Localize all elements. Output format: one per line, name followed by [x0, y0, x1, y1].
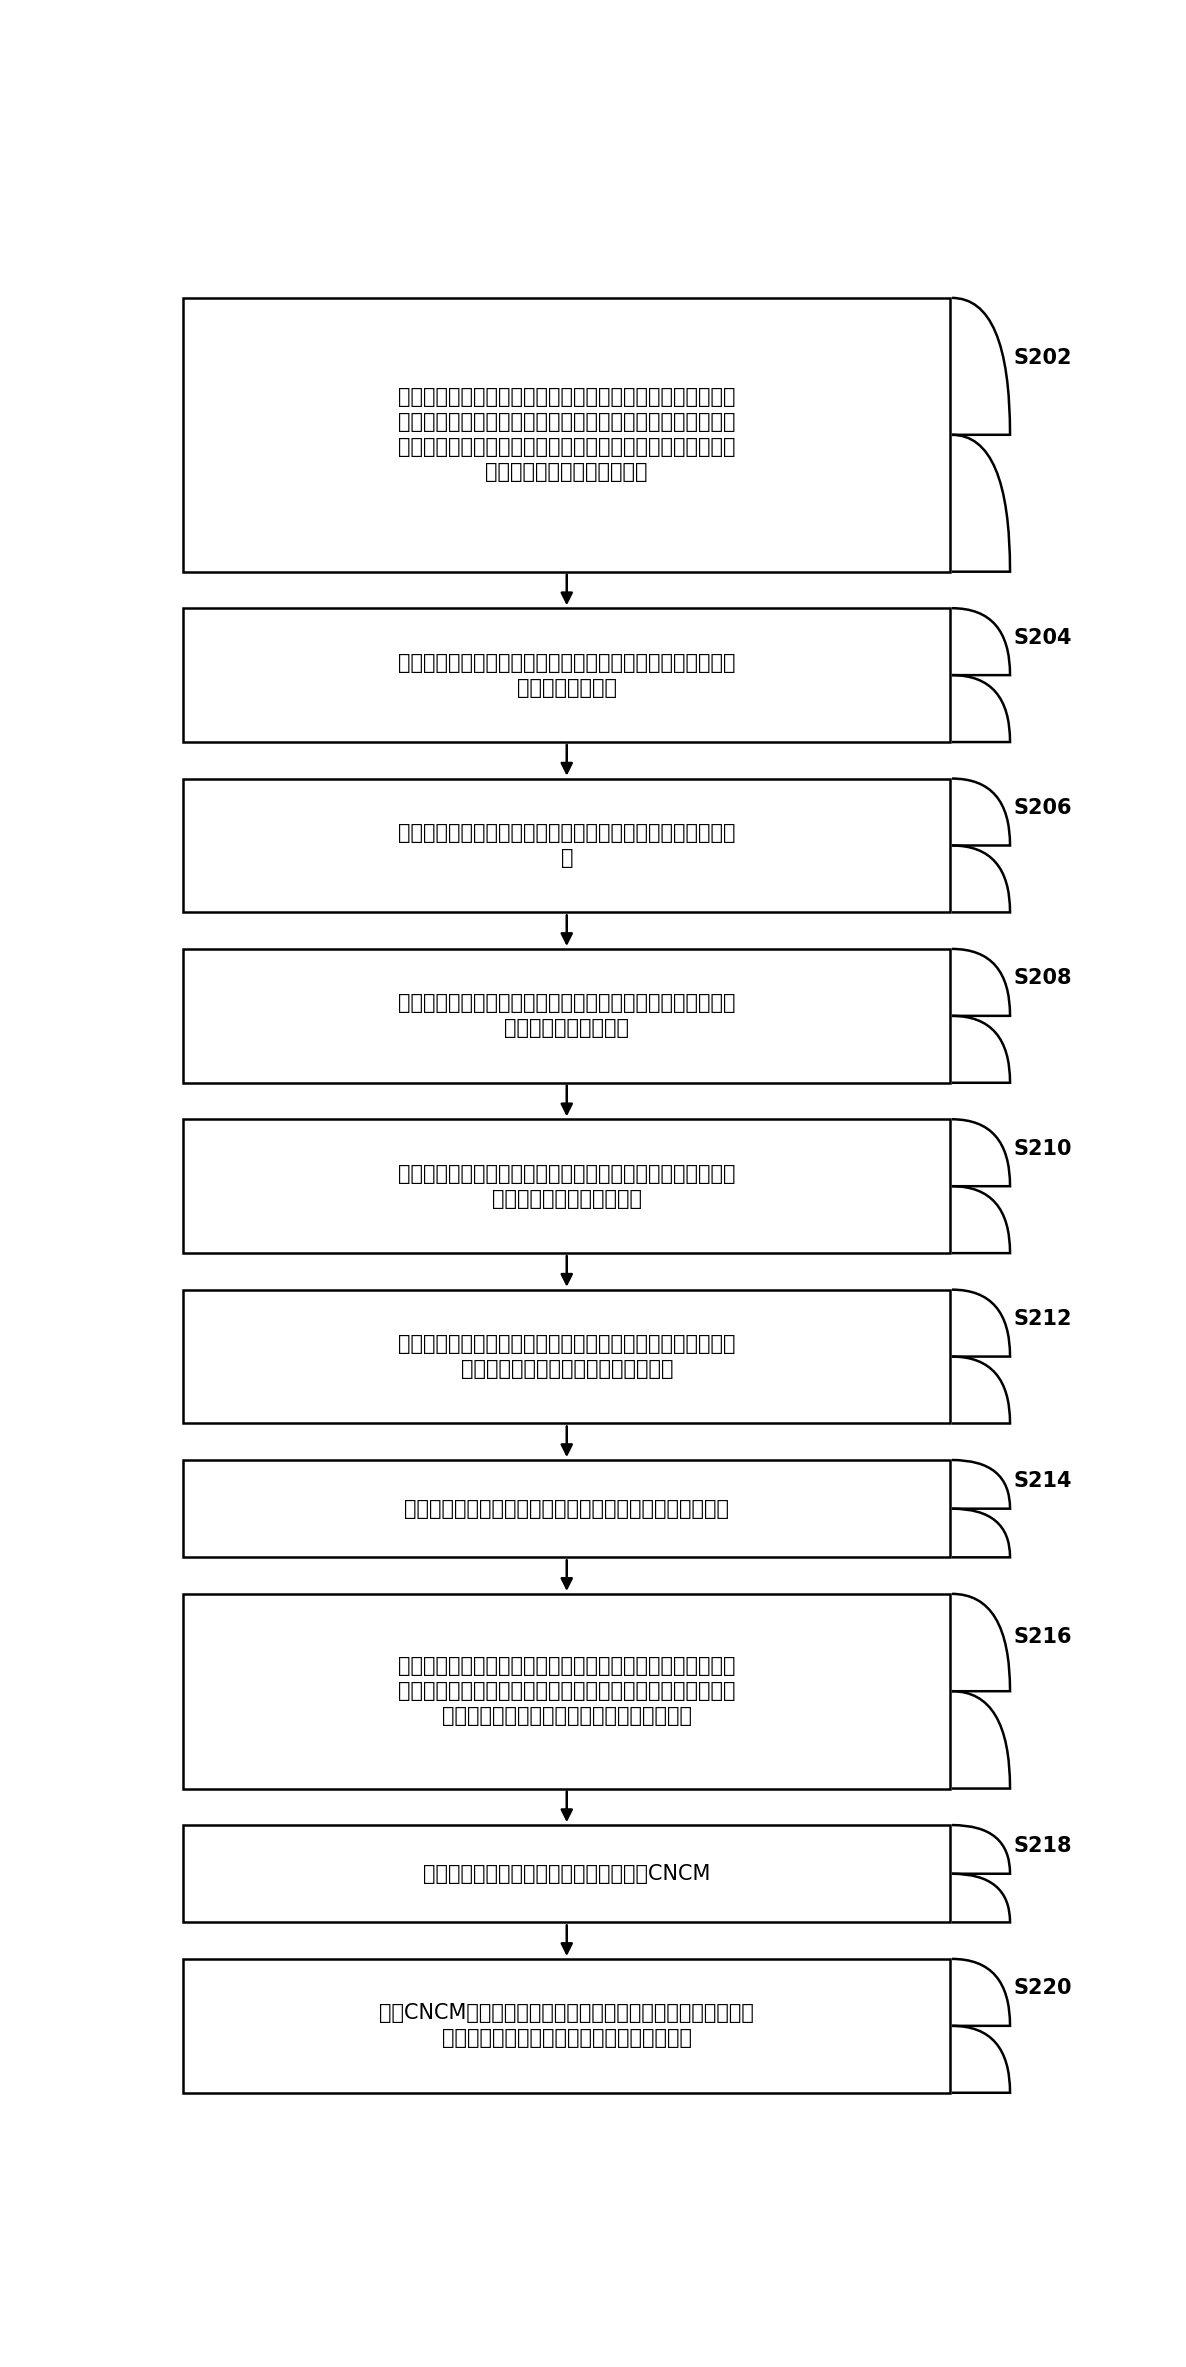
Text: 通道信号以及预警通道信号，其中，参考通道信号包括：直达: 通道信号以及预警通道信号，其中，参考通道信号包括：直达 [398, 412, 735, 433]
Text: 处理预警通道信号: 处理预警通道信号 [517, 677, 617, 698]
Bar [183, 779, 950, 911]
Text: 训练样本包括：杂波分量以及噪声分量: 训练样本包括：杂波分量以及噪声分量 [460, 1359, 672, 1380]
Text: 波分量以及噪声分量；预警通道信号包括：直达波分量、杂波: 波分量以及噪声分量；预警通道信号包括：直达波分量、杂波 [398, 438, 735, 457]
Text: 号: 号 [561, 847, 573, 869]
Text: 利用预设算法对联合稀疏矩阵恢复模型进行计算，得到杂波空: 利用预设算法对联合稀疏矩阵恢复模型进行计算，得到杂波空 [398, 1657, 735, 1676]
Text: S206: S206 [1014, 798, 1072, 819]
Text: 提取与待测距离门相邻的多个距离门，得到训练样本，其中，: 提取与待测距离门相邻的多个距离门，得到训练样本，其中， [398, 1335, 735, 1354]
Text: S214: S214 [1014, 1472, 1072, 1491]
Text: S210: S210 [1014, 1139, 1072, 1160]
Bar [183, 1593, 950, 1789]
Text: 利用互相关方法以及倒数滤波方法对多个短时段信号进行距离: 利用互相关方法以及倒数滤波方法对多个短时段信号进行距离 [398, 994, 735, 1013]
Text: 元中的杂波分量以及噪声分量，得到目标分量: 元中的杂波分量以及噪声分量，得到目标分量 [441, 2029, 691, 2047]
Bar [183, 1960, 950, 2092]
Text: 压缩，得到多个距离门: 压缩，得到多个距离门 [504, 1018, 630, 1039]
Text: 时谱，其中预设算法的输入参数包括：训练样本矩阵、时域稀: 时谱，其中预设算法的输入参数包括：训练样本矩阵、时域稀 [398, 1681, 735, 1702]
Text: S216: S216 [1014, 1626, 1072, 1647]
Text: 将参考通道信号以及预处理预警通道信号划分为多个短时段信: 将参考通道信号以及预处理预警通道信号划分为多个短时段信 [398, 824, 735, 843]
Text: S204: S204 [1014, 627, 1072, 649]
Text: S218: S218 [1014, 1837, 1072, 1856]
Bar [183, 608, 950, 741]
Text: 根据参考通道信号滤除预警通道信号中的直达波分量，得到预: 根据参考通道信号滤除预警通道信号中的直达波分量，得到预 [398, 653, 735, 672]
Text: S212: S212 [1014, 1309, 1072, 1330]
Text: 疏字典、空域稀疏字典以及预设最大迭代次数: 疏字典、空域稀疏字典以及预设最大迭代次数 [441, 1707, 691, 1726]
Text: S202: S202 [1014, 348, 1072, 369]
Text: 根据杂波空时谱计算杂波噪声协方差矩阵CNCM: 根据杂波空时谱计算杂波噪声协方差矩阵CNCM [423, 1863, 710, 1884]
Bar [183, 298, 950, 573]
Text: S220: S220 [1014, 1979, 1072, 1998]
Bar [183, 1120, 950, 1252]
Text: 通过参考天线以及多个预警天线接收无源信号，分别得到参考: 通过参考天线以及多个预警天线接收无源信号，分别得到参考 [398, 388, 735, 407]
Bar [183, 1825, 950, 1922]
Bar [183, 1290, 950, 1423]
Bar [183, 949, 950, 1082]
Text: 根据CNCM得到空时权矢量，并利用空时权矢量抑制待测距离单: 根据CNCM得到空时权矢量，并利用空时权矢量抑制待测距离单 [380, 2002, 754, 2024]
Text: 分量、目标分量以及噪声分量: 分量、目标分量以及噪声分量 [485, 462, 648, 483]
Bar [183, 1460, 950, 1557]
Text: 根据训练样本建立基于杂波稀疏性的联合稀疏矩阵恢复模型: 根据训练样本建立基于杂波稀疏性的联合稀疏矩阵恢复模型 [404, 1498, 729, 1520]
Text: 量、目标分量以及噪声分量: 量、目标分量以及噪声分量 [492, 1188, 642, 1210]
Text: S208: S208 [1014, 968, 1072, 989]
Text: 提取距离门中的待测距离门，其中，待测距离门包括：杂波分: 提取距离门中的待测距离门，其中，待测距离门包括：杂波分 [398, 1165, 735, 1184]
